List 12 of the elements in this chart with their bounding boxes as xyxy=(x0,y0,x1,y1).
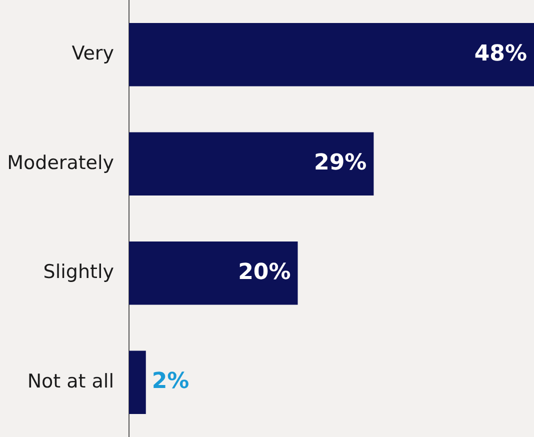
data-label: 2% xyxy=(152,369,190,394)
bar xyxy=(129,132,374,196)
y-tick-label: Not at all xyxy=(27,370,114,392)
bar xyxy=(129,22,534,86)
data-label: 48% xyxy=(474,41,527,66)
bar xyxy=(129,350,146,414)
bar xyxy=(129,241,298,305)
y-tick-label: Slightly xyxy=(43,261,114,284)
data-label: 20% xyxy=(238,260,291,285)
y-tick-label: Very xyxy=(72,42,114,65)
y-tick-label: Moderately xyxy=(7,152,114,174)
data-label: 29% xyxy=(314,150,367,176)
